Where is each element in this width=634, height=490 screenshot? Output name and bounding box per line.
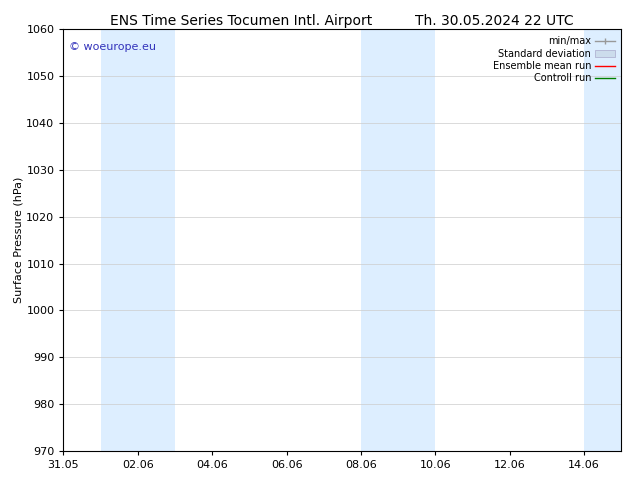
Bar: [101, 29, 175, 451]
Text: ENS Time Series Tocumen Intl. Airport: ENS Time Series Tocumen Intl. Airport: [110, 14, 372, 28]
Bar: [361, 29, 436, 451]
Y-axis label: Surface Pressure (hPa): Surface Pressure (hPa): [13, 177, 23, 303]
Legend: min/max, Standard deviation, Ensemble mean run, Controll run: min/max, Standard deviation, Ensemble me…: [491, 34, 616, 85]
Text: Th. 30.05.2024 22 UTC: Th. 30.05.2024 22 UTC: [415, 14, 574, 28]
Text: © woeurope.eu: © woeurope.eu: [69, 42, 156, 52]
Bar: [584, 29, 621, 451]
